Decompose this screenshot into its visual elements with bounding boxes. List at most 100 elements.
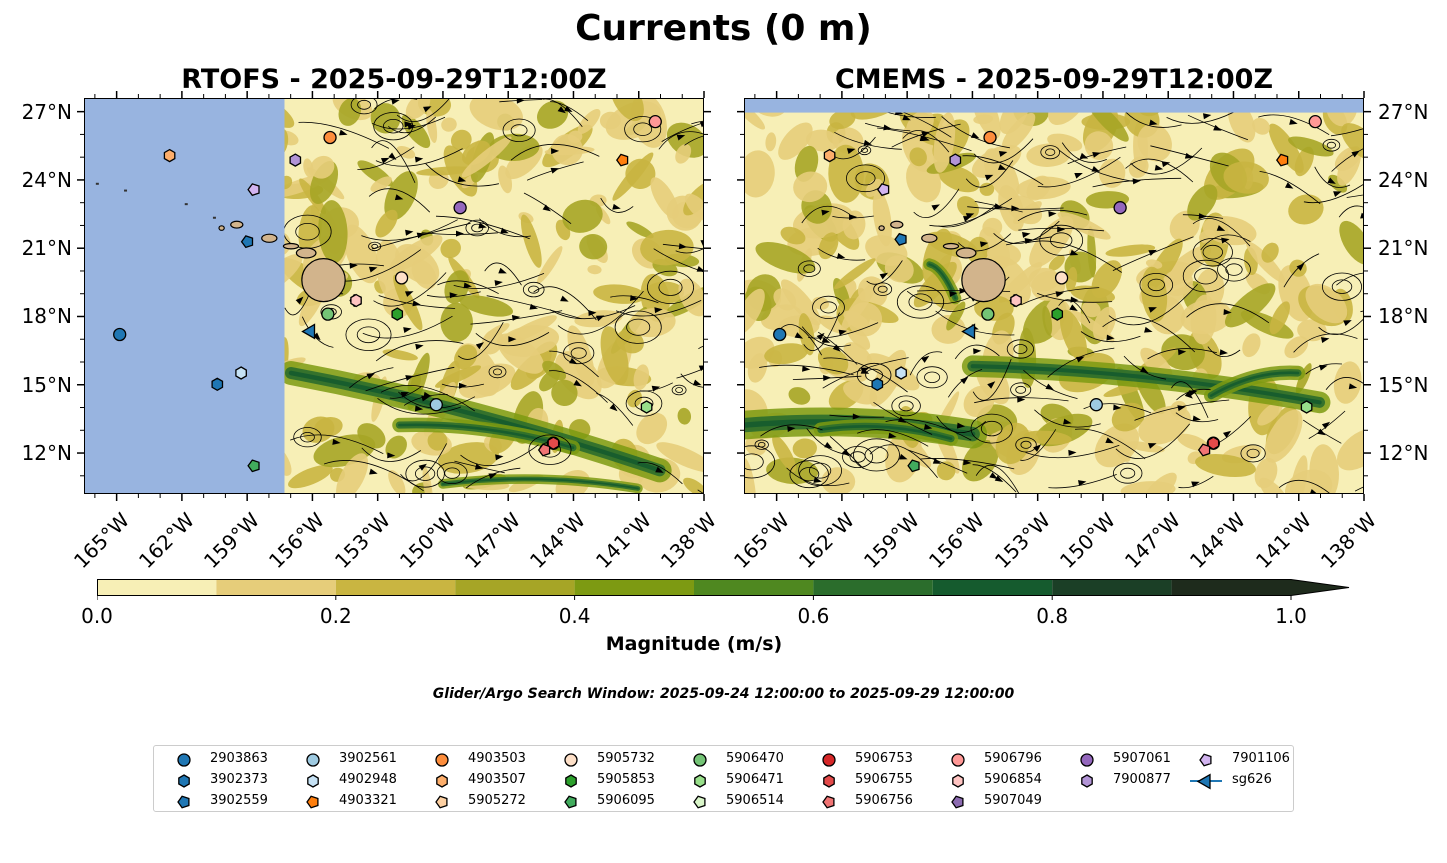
legend: 2903863 3902373 3902559 3902561 4902948 49033…: [153, 745, 1294, 812]
legend-marker-circle: [822, 753, 836, 767]
marker-3902373: [211, 377, 224, 392]
rtofs-map-canvas: [85, 99, 703, 493]
colorbar-segment: [574, 579, 694, 596]
colorbar-segment: [1052, 579, 1172, 596]
hawaiian-islands: [878, 220, 1006, 303]
legend-label: 5906095: [597, 793, 655, 808]
legend-marker-hexagon: [436, 774, 448, 788]
colorbar-segment: [694, 579, 814, 596]
legend-label: 3902373: [210, 772, 268, 787]
lat-tick-label: 18°N: [1378, 304, 1429, 329]
legend-marker-pentagon: [306, 795, 319, 809]
marker-7901106: [247, 183, 260, 197]
marker-4903503: [983, 130, 997, 145]
colorbar-label: Magnitude (m/s): [605, 633, 783, 655]
marker-2903863: [773, 327, 787, 342]
magnitude-field: [745, 99, 1363, 493]
marker-7900877: [289, 153, 302, 167]
legend-label: 5906470: [726, 751, 784, 766]
legend-label: 2903863: [210, 751, 268, 766]
colorbar: [97, 579, 1350, 600]
legend-label: 5906471: [726, 772, 784, 787]
no-data-mask: [85, 99, 285, 493]
legend-label: 4903503: [468, 751, 526, 766]
legend-marker-pentagon: [693, 795, 706, 809]
legend-label: 7901106: [1232, 751, 1290, 766]
marker-7900877: [949, 153, 962, 167]
legend-label: 5906854: [984, 772, 1042, 787]
colorbar-tick-label: 0.2: [319, 604, 352, 628]
colorbar-segment: [216, 579, 336, 596]
marker-5906095: [247, 459, 260, 473]
marker-4903321: [615, 153, 629, 167]
figure-title: Currents (0 m): [575, 8, 872, 49]
hawaiian-islands: [218, 220, 346, 303]
legend-marker-circle: [435, 753, 449, 767]
marker-5906755: [1207, 436, 1220, 450]
colorbar-segment: [1171, 579, 1291, 596]
cmems-map-panel: [744, 98, 1364, 494]
marker-4902948: [235, 366, 247, 380]
legend-label: 5905732: [597, 751, 655, 766]
lat-tick-label: 24°N: [1378, 167, 1429, 192]
no-data-mask: [745, 99, 1363, 113]
lat-tick-label: 12°N: [1378, 441, 1429, 466]
marker-5905853: [391, 307, 404, 321]
lat-tick-label: 15°N: [1378, 372, 1429, 397]
marker-5906471: [640, 400, 653, 414]
marker-5906755: [547, 436, 560, 450]
marker-4903507: [163, 148, 176, 163]
colorbar-segment: [97, 579, 217, 596]
legend-label: 5906796: [984, 751, 1042, 766]
legend-label: 5906753: [855, 751, 913, 766]
legend-marker-pentagon: [564, 795, 577, 809]
legend-marker-hexagon: [1081, 774, 1093, 788]
legend-marker-circle: [306, 753, 320, 767]
marker-5906470: [981, 307, 995, 321]
colorbar-segment: [335, 579, 456, 596]
lat-tick-label: 24°N: [21, 167, 72, 192]
lat-tick-label: 27°N: [21, 99, 72, 124]
colorbar-segment: [455, 579, 575, 596]
marker-3902561: [429, 398, 443, 412]
marker-4903503: [323, 130, 337, 145]
colorbar-segment: [932, 579, 1053, 596]
colorbar-tick-label: 1.0: [1275, 604, 1307, 628]
marker-sg626: [301, 323, 316, 340]
marker-5907061: [453, 201, 467, 215]
panel-title-cmems: CMEMS - 2025-09-29T12:00Z: [834, 64, 1274, 95]
legend-marker-pentagon: [1199, 753, 1212, 767]
colorbar-tick-label: 0.4: [558, 604, 591, 628]
marker-5906095: [907, 459, 920, 473]
legend-marker-pentagon: [822, 795, 835, 809]
marker-5906470: [321, 307, 335, 321]
marker-5906796: [1308, 114, 1322, 129]
legend-marker-hexagon: [307, 774, 319, 788]
legend-label: 4902948: [339, 772, 397, 787]
search-window-caption: Glider/Argo Search Window: 2025-09-24 12…: [432, 686, 1015, 702]
legend-marker-circle: [693, 753, 707, 767]
legend-marker-pentagon: [177, 795, 190, 809]
marker-3902373: [871, 377, 884, 392]
marker-4903321: [1275, 153, 1289, 167]
lat-tick-label: 27°N: [1378, 99, 1429, 124]
panel-title-rtofs: RTOFS - 2025-09-29T12:00Z: [181, 64, 607, 95]
legend-marker-hexagon: [565, 774, 577, 788]
legend-label: 5906756: [855, 793, 913, 808]
colorbar-tick-label: 0.6: [797, 604, 830, 628]
colorbar-extend-arrow: [1291, 579, 1349, 596]
marker-2903863: [113, 327, 127, 342]
marker-4903507: [823, 148, 836, 163]
legend-label: 5907061: [1113, 751, 1171, 766]
rtofs-map-panel: [84, 98, 704, 494]
legend-label: 5905272: [468, 793, 526, 808]
legend-label: 4903507: [468, 772, 526, 787]
marker-5906854: [1010, 293, 1022, 308]
legend-label: 4903321: [339, 793, 397, 808]
legend-marker-circle: [1080, 753, 1094, 767]
marker-5906756: [1197, 443, 1211, 457]
colorbar-tick-label: 0.0: [81, 604, 113, 628]
marker-5906796: [648, 114, 662, 129]
marker-3902561: [1089, 398, 1103, 412]
